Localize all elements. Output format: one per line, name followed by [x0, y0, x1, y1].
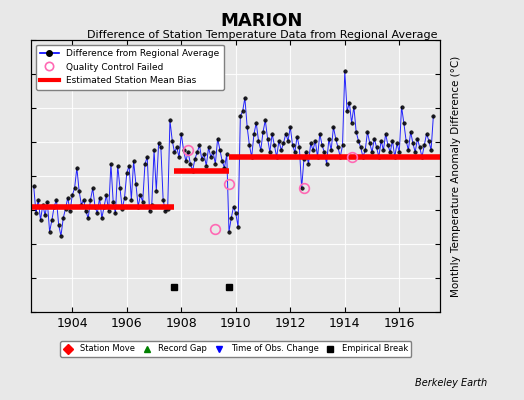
- Text: MARION: MARION: [221, 12, 303, 30]
- Text: Berkeley Earth: Berkeley Earth: [415, 378, 487, 388]
- Legend: Station Move, Record Gap, Time of Obs. Change, Empirical Break: Station Move, Record Gap, Time of Obs. C…: [60, 341, 411, 357]
- Text: Difference of Station Temperature Data from Regional Average: Difference of Station Temperature Data f…: [87, 30, 437, 40]
- Y-axis label: Monthly Temperature Anomaly Difference (°C): Monthly Temperature Anomaly Difference (…: [451, 55, 461, 297]
